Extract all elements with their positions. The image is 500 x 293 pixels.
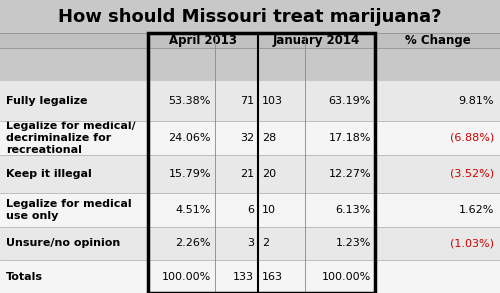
Text: 20: 20: [262, 169, 276, 179]
Text: 53.38%: 53.38%: [168, 96, 211, 106]
Text: 21: 21: [240, 169, 254, 179]
Text: January 2014: January 2014: [273, 34, 360, 47]
Text: 17.18%: 17.18%: [328, 133, 371, 143]
Text: 2.26%: 2.26%: [176, 239, 211, 248]
Text: Totals: Totals: [6, 272, 43, 282]
Bar: [0, 193, 500, 227]
Text: 1.23%: 1.23%: [336, 239, 371, 248]
Text: 3: 3: [247, 239, 254, 248]
Bar: [148, 33, 375, 293]
Text: 2: 2: [262, 239, 269, 248]
Text: 133: 133: [233, 272, 254, 282]
Text: 71: 71: [240, 96, 254, 106]
Text: 63.19%: 63.19%: [328, 96, 371, 106]
Text: How should Missouri treat marijuana?: How should Missouri treat marijuana?: [58, 8, 442, 25]
Text: 4.51%: 4.51%: [176, 205, 211, 215]
Text: 100.00%: 100.00%: [162, 272, 211, 282]
Bar: [0, 155, 500, 193]
Text: 32: 32: [240, 133, 254, 143]
Text: 28: 28: [262, 133, 276, 143]
Text: 163: 163: [262, 272, 283, 282]
Text: April 2013: April 2013: [169, 34, 237, 47]
Text: 1.62%: 1.62%: [458, 205, 494, 215]
Bar: [0, 227, 500, 260]
Bar: [0, 260, 500, 293]
Text: (3.52%): (3.52%): [450, 169, 494, 179]
Text: 100.00%: 100.00%: [322, 272, 371, 282]
Text: (1.03%): (1.03%): [450, 239, 494, 248]
Bar: [0, 81, 500, 121]
Bar: [0, 33, 500, 48]
Text: 6.13%: 6.13%: [336, 205, 371, 215]
Text: Legalize for medical/
decriminalize for
recreational: Legalize for medical/ decriminalize for …: [6, 121, 136, 155]
Text: 24.06%: 24.06%: [168, 133, 211, 143]
Text: Keep it illegal: Keep it illegal: [6, 169, 92, 179]
Text: 103: 103: [262, 96, 283, 106]
Text: 12.27%: 12.27%: [328, 169, 371, 179]
Text: 10: 10: [262, 205, 276, 215]
Text: % Change: % Change: [404, 34, 470, 47]
Text: 15.79%: 15.79%: [168, 169, 211, 179]
Text: Fully legalize: Fully legalize: [6, 96, 87, 106]
Bar: [0, 121, 500, 155]
Text: Unsure/no opinion: Unsure/no opinion: [6, 239, 120, 248]
Text: Legalize for medical
use only: Legalize for medical use only: [6, 199, 132, 221]
Text: (6.88%): (6.88%): [450, 133, 494, 143]
Text: 9.81%: 9.81%: [458, 96, 494, 106]
Bar: [0, 0, 500, 33]
Text: 6: 6: [247, 205, 254, 215]
